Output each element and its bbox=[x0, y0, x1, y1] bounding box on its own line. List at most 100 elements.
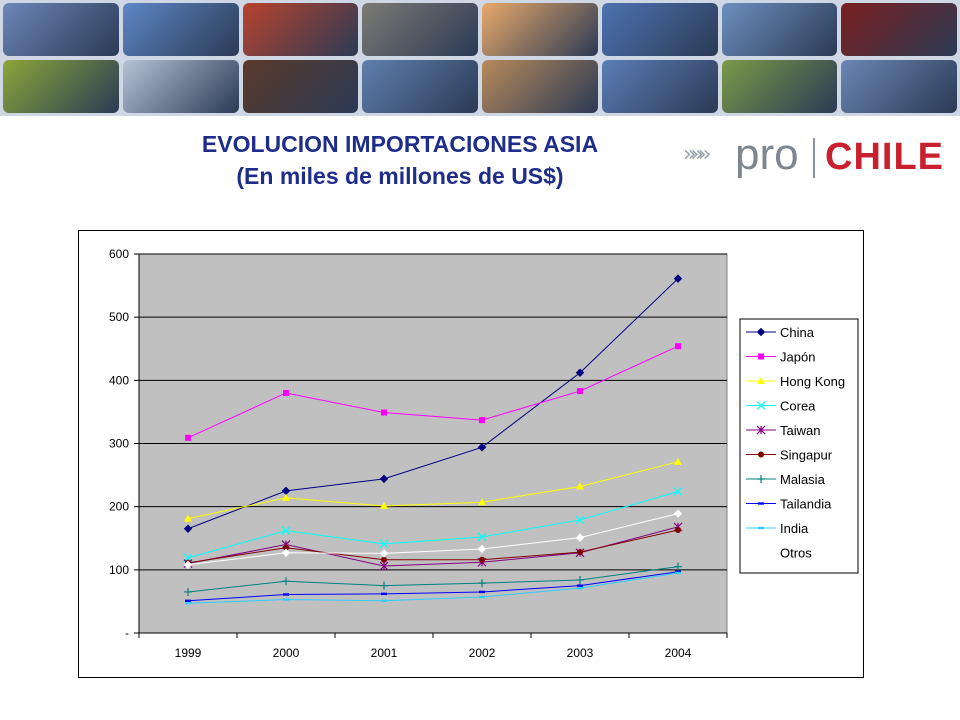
legend-label-corea: Corea bbox=[780, 399, 816, 414]
y-tick-label: - bbox=[125, 626, 129, 640]
data-point-tailandia bbox=[479, 590, 485, 594]
data-point-jap-n bbox=[577, 388, 583, 395]
data-point-otros bbox=[673, 509, 683, 518]
banner-photo-tile bbox=[721, 3, 838, 56]
data-point-hong-kong bbox=[380, 502, 388, 510]
data-point-china bbox=[183, 524, 193, 533]
chart-area: - 100 200 300 400 500 600 1999 2000 2001 2002 2003 2… bbox=[78, 230, 864, 678]
legend-marker-singapur bbox=[758, 451, 764, 458]
legend-marker-otros bbox=[756, 548, 766, 557]
prochile-logo: »»» pro CHILE bbox=[683, 128, 953, 188]
banner-photo-tile bbox=[841, 3, 957, 56]
series-line-india bbox=[187, 572, 679, 604]
data-point-china bbox=[379, 474, 389, 484]
y-tick-label: 100 bbox=[109, 563, 129, 577]
title-line-2: (En miles de millones de US$) bbox=[236, 163, 564, 189]
line-chart: - 100 200 300 400 500 600 1999 2000 2001 2002 2003 2… bbox=[109, 247, 859, 660]
banner-photo-tile bbox=[362, 3, 478, 56]
x-tick-label: 2002 bbox=[469, 646, 496, 660]
data-point-hong-kong bbox=[478, 498, 486, 506]
x-tick-label: 2001 bbox=[371, 646, 398, 660]
data-point-otros bbox=[183, 560, 193, 569]
banner-photo-tile bbox=[601, 3, 718, 56]
data-point-india bbox=[381, 599, 387, 602]
legend-label-otros: Otros bbox=[780, 546, 812, 561]
data-point-hong-kong bbox=[674, 457, 682, 465]
title-line-1: EVOLUCION IMPORTACIONES ASIA bbox=[201, 131, 599, 157]
series-line-otros bbox=[187, 513, 679, 566]
banner-photo-tile bbox=[122, 3, 239, 56]
data-point-otros bbox=[379, 549, 389, 558]
banner-photo-tile bbox=[362, 60, 478, 113]
data-point-jap-n bbox=[675, 343, 681, 350]
data-point-tailandia bbox=[675, 570, 681, 573]
data-point-jap-n bbox=[381, 409, 387, 416]
data-point-otros bbox=[477, 544, 487, 554]
data-point-jap-n bbox=[185, 434, 191, 441]
y-tick-label: 600 bbox=[109, 247, 129, 261]
data-point-jap-n bbox=[283, 389, 289, 396]
legend-label-china: China bbox=[780, 325, 815, 340]
legend-marker-hong-kong bbox=[757, 377, 765, 384]
data-point-china bbox=[477, 443, 487, 452]
data-point-corea bbox=[673, 487, 683, 496]
logo-chile-text: CHILE bbox=[825, 136, 944, 178]
banner-photo-tile bbox=[841, 60, 957, 113]
series-line-jap-n bbox=[187, 345, 679, 439]
data-point-malasia bbox=[282, 577, 290, 586]
y-tick-label: 500 bbox=[109, 310, 129, 324]
banner-photo-tile bbox=[482, 3, 598, 56]
x-tick-label: 2004 bbox=[665, 646, 692, 660]
data-point-taiwan bbox=[379, 561, 389, 571]
data-point-otros bbox=[281, 548, 291, 557]
legend-marker-china bbox=[756, 327, 766, 337]
data-point-singapur bbox=[381, 556, 387, 563]
legend-marker-taiwan bbox=[756, 425, 766, 435]
data-point-tailandia bbox=[185, 599, 191, 602]
banner-photo-tile bbox=[3, 60, 119, 113]
legend-marker-corea bbox=[756, 401, 766, 410]
header-photo-collage bbox=[0, 0, 960, 116]
x-tick-label: 1999 bbox=[175, 646, 202, 660]
legend-marker-india bbox=[758, 526, 764, 530]
data-point-malasia bbox=[478, 579, 486, 588]
banner-photo-tile bbox=[601, 60, 718, 113]
banner-photo-tile bbox=[721, 60, 838, 113]
data-point-corea bbox=[477, 532, 487, 542]
series-line-china bbox=[187, 278, 679, 530]
legend-label-malasia: Malasia bbox=[780, 472, 826, 487]
data-point-corea bbox=[379, 539, 389, 549]
y-tick-label: 200 bbox=[109, 500, 129, 514]
series-line-malasia bbox=[187, 566, 679, 593]
data-point-hong-kong bbox=[576, 482, 584, 490]
x-tick-label: 2003 bbox=[567, 646, 594, 660]
data-point-malasia bbox=[380, 581, 388, 590]
data-point-india bbox=[675, 571, 681, 575]
series-line-corea bbox=[187, 491, 679, 559]
y-tick-label: 300 bbox=[109, 437, 129, 451]
slide-title: EVOLUCION IMPORTACIONES ASIA (En miles d… bbox=[120, 128, 680, 192]
legend-label-taiwan: Taiwan bbox=[780, 423, 820, 438]
series-line-hong-kong bbox=[187, 461, 679, 520]
banner-photo-tile bbox=[482, 60, 598, 113]
data-point-india bbox=[479, 595, 485, 599]
data-point-otros bbox=[575, 533, 585, 542]
legend-box bbox=[739, 318, 859, 574]
series-line-singapur bbox=[187, 529, 679, 564]
banner-photo-tile bbox=[242, 60, 359, 113]
legend-label-tailandia: Tailandia bbox=[780, 497, 832, 512]
data-point-singapur bbox=[479, 556, 485, 563]
data-point-corea bbox=[575, 515, 585, 525]
data-point-singapur bbox=[675, 527, 681, 534]
legend-label-singapur: Singapur bbox=[780, 448, 833, 463]
legend-label-hong-kong: Hong Kong bbox=[780, 374, 845, 389]
legend-marker-jap-n bbox=[758, 353, 764, 360]
y-tick-label: 400 bbox=[109, 373, 129, 387]
banner-photo-tile bbox=[122, 60, 239, 113]
data-point-india bbox=[577, 586, 583, 590]
legend-label-jap-n: Japón bbox=[780, 350, 815, 365]
data-point-tailandia bbox=[577, 584, 583, 587]
data-point-corea bbox=[281, 526, 291, 536]
series-line-tailandia bbox=[187, 571, 679, 602]
logo-pro-text: pro bbox=[735, 130, 799, 179]
